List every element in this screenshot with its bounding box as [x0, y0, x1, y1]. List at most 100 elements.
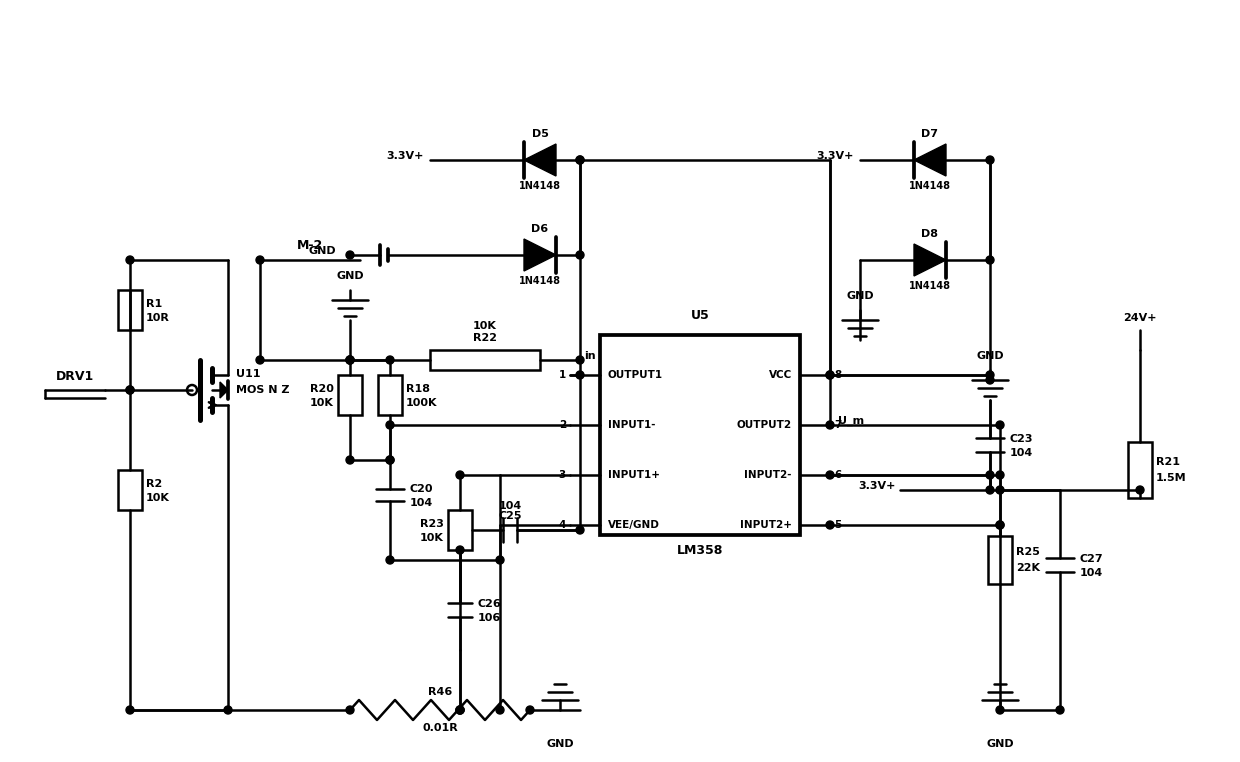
- Text: 104: 104: [1011, 448, 1033, 458]
- Text: INPUT2-: INPUT2-: [744, 470, 792, 480]
- Text: U_m: U_m: [838, 416, 864, 426]
- Circle shape: [126, 256, 134, 264]
- Text: 10K: 10K: [310, 398, 334, 408]
- Bar: [118, 470, 143, 510]
- Text: R23: R23: [420, 519, 444, 529]
- Bar: [1128, 442, 1152, 498]
- Text: R46: R46: [428, 687, 453, 697]
- Polygon shape: [914, 244, 946, 276]
- Text: 1: 1: [559, 370, 565, 380]
- Text: INPUT1+: INPUT1+: [608, 470, 660, 480]
- Circle shape: [126, 386, 134, 394]
- Text: U5: U5: [691, 309, 709, 322]
- Circle shape: [826, 471, 835, 479]
- Circle shape: [386, 556, 394, 564]
- Bar: [339, 375, 362, 415]
- Bar: [988, 536, 1012, 584]
- Circle shape: [346, 356, 353, 364]
- Circle shape: [255, 256, 264, 264]
- Circle shape: [826, 421, 835, 429]
- Circle shape: [826, 521, 835, 529]
- Circle shape: [577, 156, 584, 164]
- Circle shape: [526, 706, 534, 714]
- Text: 3.3V+: 3.3V+: [817, 151, 854, 161]
- Text: GND: GND: [309, 246, 336, 256]
- Text: OUTPUT2: OUTPUT2: [737, 420, 792, 430]
- Circle shape: [986, 156, 994, 164]
- Text: GND: GND: [986, 739, 1014, 749]
- Text: C26: C26: [477, 599, 502, 609]
- Circle shape: [577, 526, 584, 534]
- Text: 10K: 10K: [474, 321, 497, 331]
- Circle shape: [386, 456, 394, 464]
- Bar: [600, 335, 800, 535]
- Circle shape: [996, 521, 1004, 529]
- Text: 104: 104: [1080, 568, 1104, 578]
- Text: D8: D8: [921, 229, 939, 239]
- Circle shape: [346, 251, 353, 259]
- Text: R20: R20: [310, 384, 334, 394]
- Circle shape: [986, 486, 994, 494]
- Circle shape: [255, 356, 264, 364]
- Text: M-2: M-2: [296, 239, 324, 251]
- Text: R25: R25: [1016, 547, 1040, 557]
- Text: 4: 4: [559, 520, 565, 530]
- Text: GND: GND: [336, 271, 363, 281]
- Text: 10K: 10K: [146, 493, 170, 503]
- Circle shape: [826, 371, 835, 379]
- Polygon shape: [219, 382, 228, 398]
- Bar: [430, 350, 539, 370]
- Text: R2: R2: [146, 479, 162, 489]
- Circle shape: [986, 376, 994, 384]
- Text: 1N4148: 1N4148: [909, 181, 951, 191]
- Circle shape: [346, 356, 353, 364]
- Text: 5: 5: [835, 520, 841, 530]
- Text: VEE/GND: VEE/GND: [608, 520, 660, 530]
- Text: 22K: 22K: [1016, 563, 1040, 573]
- Text: 24V+: 24V+: [1123, 313, 1157, 323]
- Circle shape: [996, 471, 1004, 479]
- Text: in: in: [584, 351, 595, 361]
- Text: 1N4148: 1N4148: [909, 281, 951, 291]
- Circle shape: [224, 706, 232, 714]
- Circle shape: [346, 456, 353, 464]
- Text: C20: C20: [410, 484, 434, 494]
- Circle shape: [126, 706, 134, 714]
- Text: 10K: 10K: [420, 533, 444, 543]
- Text: U11: U11: [236, 369, 260, 379]
- Text: D7: D7: [921, 129, 939, 139]
- Text: OUTPUT1: OUTPUT1: [608, 370, 663, 380]
- Text: C27: C27: [1080, 554, 1104, 564]
- Text: 100K: 100K: [405, 398, 438, 408]
- Circle shape: [577, 371, 584, 379]
- Text: R18: R18: [405, 384, 430, 394]
- Circle shape: [1056, 706, 1064, 714]
- Text: 0.01R: 0.01R: [422, 723, 458, 733]
- Text: GND: GND: [846, 291, 874, 301]
- Text: D6: D6: [532, 224, 548, 234]
- Text: GND: GND: [546, 739, 574, 749]
- Text: 7: 7: [835, 420, 842, 430]
- Circle shape: [577, 251, 584, 259]
- Polygon shape: [525, 239, 556, 271]
- Text: R22: R22: [472, 333, 497, 343]
- Text: 1.5M: 1.5M: [1156, 473, 1187, 483]
- Circle shape: [456, 706, 464, 714]
- Text: 106: 106: [477, 613, 501, 623]
- Text: 104: 104: [410, 498, 433, 508]
- Text: MOS N Z: MOS N Z: [236, 385, 289, 395]
- Text: C23: C23: [1011, 434, 1033, 444]
- Text: DRV1: DRV1: [56, 370, 94, 383]
- Text: INPUT1-: INPUT1-: [608, 420, 656, 430]
- Text: 8: 8: [835, 370, 841, 380]
- Circle shape: [986, 371, 994, 379]
- Text: VCC: VCC: [769, 370, 792, 380]
- Circle shape: [986, 471, 994, 479]
- Text: R1: R1: [146, 299, 162, 309]
- Text: 1N4148: 1N4148: [520, 181, 560, 191]
- Circle shape: [577, 356, 584, 364]
- Circle shape: [1136, 486, 1145, 494]
- Circle shape: [996, 706, 1004, 714]
- Text: 6: 6: [835, 470, 841, 480]
- Text: 3.3V+: 3.3V+: [387, 151, 424, 161]
